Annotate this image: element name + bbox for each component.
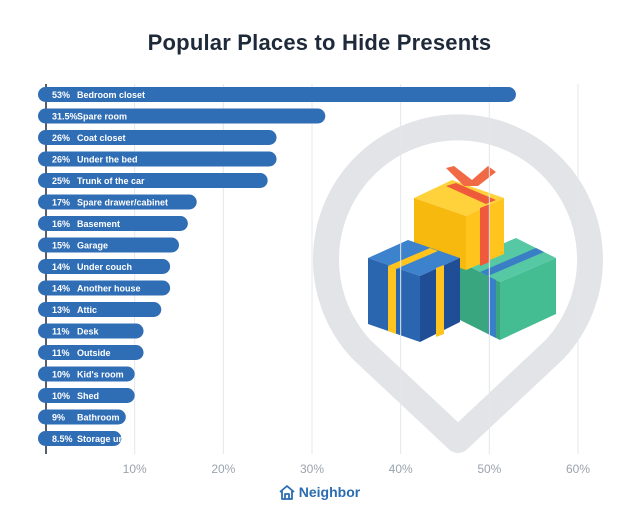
house-icon <box>279 485 295 500</box>
bar-chart: 53% Bedroom closet 31.5% Spare room 26% Coat … <box>38 84 603 476</box>
bar-row: 14% Under couch <box>38 259 171 274</box>
bar <box>38 323 144 339</box>
bar-value-label: 26% <box>52 155 70 165</box>
bar-category-label: Spare drawer/cabinet <box>77 198 168 208</box>
bar <box>38 87 516 102</box>
bar-row: 9% Bathroom <box>38 409 126 425</box>
bar-row: 10% Shed <box>38 388 135 403</box>
bar-row: 15% Garage <box>38 237 179 253</box>
bar-row: 10% Kid's room <box>38 366 135 382</box>
bar-value-label: 53% <box>52 90 70 100</box>
bar <box>38 151 277 167</box>
bar-value-label: 9% <box>52 413 65 423</box>
bar-row: 8.5% Storage unit <box>38 431 130 446</box>
bar-row: 11% Outside <box>38 345 144 360</box>
bar <box>38 173 268 188</box>
bar-value-label: 31.5% <box>52 112 78 122</box>
bar-row: 14% Another house <box>38 280 171 296</box>
bar-row: 13% Attic <box>38 302 162 317</box>
bar <box>38 388 135 403</box>
bar-value-label: 14% <box>52 262 70 272</box>
bar-category-label: Basement <box>77 219 120 229</box>
bars: 53% Bedroom closet 31.5% Spare room 26% Coat … <box>38 87 516 446</box>
bar-value-label: 11% <box>52 348 70 358</box>
bar-row: 53% Bedroom closet <box>38 87 516 102</box>
bar-category-label: Coat closet <box>77 133 126 143</box>
bar-value-label: 10% <box>52 370 70 380</box>
bar-category-label: Bathroom <box>77 413 120 423</box>
bar <box>38 237 179 253</box>
location-pin-icon <box>313 114 603 453</box>
chart-title: Popular Places to Hide Presents <box>147 30 492 55</box>
bar-value-label: 8.5% <box>52 434 73 444</box>
bar <box>38 345 144 360</box>
bar-category-label: Storage unit <box>77 434 130 444</box>
bar <box>38 130 277 145</box>
bar-value-label: 10% <box>52 391 70 401</box>
gift-pin-illustration <box>313 114 603 453</box>
bar-category-label: Trunk of the car <box>77 176 145 186</box>
bar <box>38 194 197 210</box>
x-tick-label: 20% <box>211 462 235 476</box>
x-tick-label: 10% <box>123 462 147 476</box>
bar-row: 17% Spare drawer/cabinet <box>38 194 197 210</box>
bar <box>38 259 171 274</box>
bar-category-label: Under the bed <box>77 155 138 165</box>
bar-value-label: 14% <box>52 284 70 294</box>
bar-category-label: Garage <box>77 241 108 251</box>
brand-logo: Neighbor <box>0 484 639 500</box>
bar <box>38 409 126 425</box>
bar-row: 26% Coat closet <box>38 130 277 145</box>
bar-category-label: Kid's room <box>77 370 124 380</box>
x-tick-labels: 10% 20% 30% 40% 50% 60% <box>123 462 591 476</box>
bar-row: 26% Under the bed <box>38 151 277 167</box>
brand-name: Neighbor <box>298 484 361 500</box>
bar <box>38 302 162 317</box>
bar-value-label: 17% <box>52 198 70 208</box>
x-tick-label: 60% <box>566 462 590 476</box>
bar-row: 31.5% Spare room <box>38 108 326 124</box>
bar-value-label: 15% <box>52 241 70 251</box>
bar-row: 16% Basement <box>38 216 188 231</box>
bar <box>38 216 188 231</box>
bar <box>38 431 122 446</box>
bar-category-label: Shed <box>77 391 99 401</box>
bar-category-label: Desk <box>77 327 100 337</box>
bar-value-label: 11% <box>52 327 70 337</box>
gift-boxes-icon <box>368 166 556 342</box>
bar <box>38 280 171 296</box>
bar-category-label: Spare room <box>77 112 127 122</box>
bar <box>38 366 135 382</box>
bar-row: 25% Trunk of the car <box>38 173 268 188</box>
bar-category-label: Attic <box>77 305 97 315</box>
bar-value-label: 25% <box>52 176 70 186</box>
bar-row: 11% Desk <box>38 323 144 339</box>
bar-category-label: Under couch <box>77 262 132 272</box>
bar-value-label: 16% <box>52 219 70 229</box>
bar-value-label: 13% <box>52 305 70 315</box>
bar-category-label: Bedroom closet <box>77 90 145 100</box>
bar <box>38 108 326 124</box>
bar-category-label: Outside <box>77 348 111 358</box>
bar-value-label: 26% <box>52 133 70 143</box>
x-tick-label: 50% <box>477 462 501 476</box>
bar-category-label: Another house <box>77 284 141 294</box>
x-tick-label: 30% <box>300 462 324 476</box>
x-tick-label: 40% <box>389 462 413 476</box>
